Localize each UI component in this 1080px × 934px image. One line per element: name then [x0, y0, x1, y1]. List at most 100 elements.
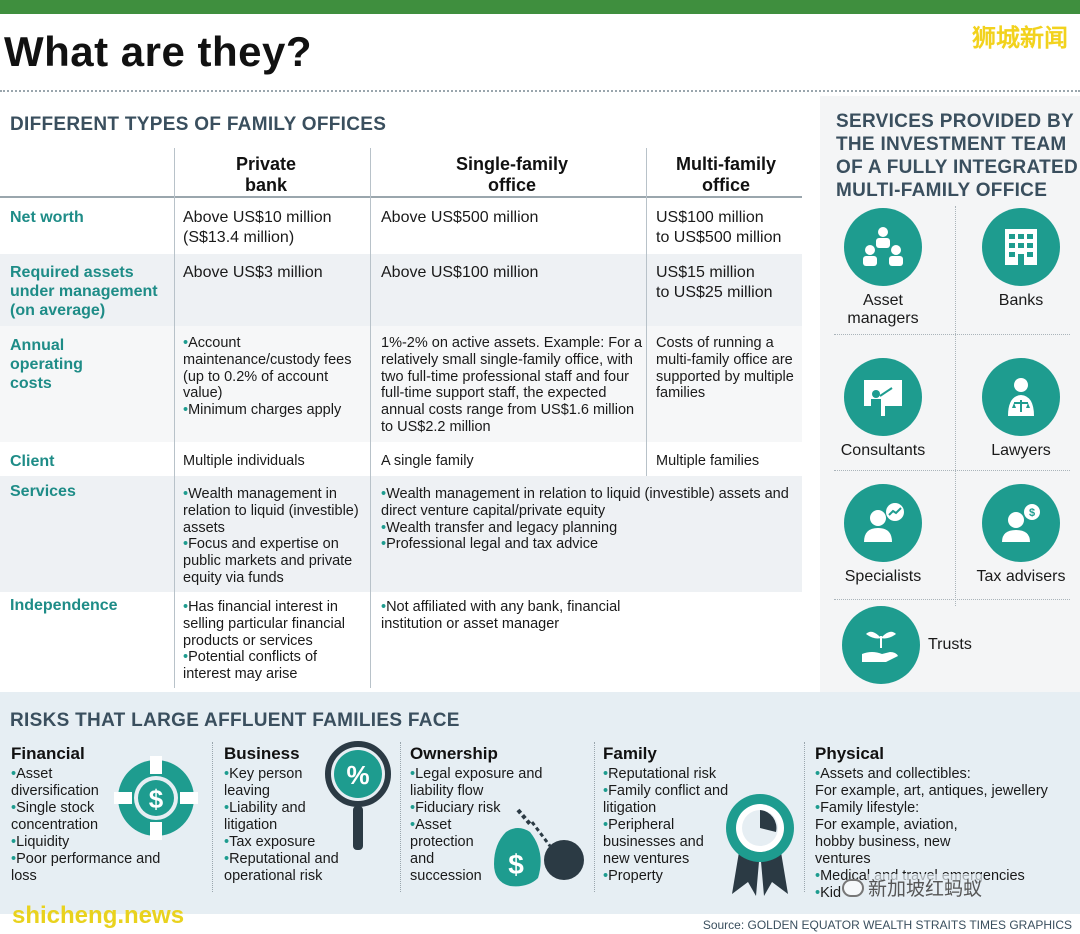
- service-label: Tax advisers: [976, 568, 1066, 585]
- row-shade: [0, 326, 802, 442]
- cell-office-services: Wealth management in relation to liquid …: [381, 486, 799, 553]
- cell-single-costs: 1%-2% on active assets. Example: For a r…: [381, 335, 643, 435]
- cell-private-services: Wealth management in relation to liquid …: [183, 486, 367, 587]
- col-header-single-family: Single-family office: [455, 154, 569, 195]
- risk-group-title: Business: [224, 744, 300, 763]
- list-item: Reputational and operational risk: [224, 851, 359, 885]
- service-label: Consultants: [840, 442, 926, 459]
- list-item: Assets and collectibles:: [815, 766, 1070, 783]
- risk-group-title: Physical: [815, 744, 884, 763]
- list-item: Professional legal and tax advice: [381, 536, 799, 553]
- cell-private-client: Multiple individuals: [183, 453, 305, 469]
- service-consultants: Consultants: [824, 358, 942, 460]
- page-title: What are they?: [4, 28, 313, 75]
- plant-hand-icon: [842, 606, 920, 684]
- cell-single-aum: Above US$100 million: [381, 264, 539, 281]
- wechat-icon: [842, 878, 864, 897]
- risk-group-family: Family Reputational risk Family conflict…: [603, 744, 803, 885]
- list-item: Legal exposure and liability flow: [410, 766, 560, 800]
- list-item: Focus and expertise on public markets an…: [183, 536, 367, 586]
- svg-text:$: $: [1029, 507, 1035, 519]
- cell-multi-net-worth: US$100 million to US$500 million: [656, 209, 782, 246]
- divider: [834, 599, 1070, 600]
- cell-private-costs: Account maintenance/custody fees (up to …: [183, 335, 367, 419]
- money-bag-ball-icon: $: [488, 802, 592, 897]
- list-item: Potential conflicts of interest may aris…: [183, 649, 367, 683]
- list-item: Family conflict and litigation: [603, 783, 743, 817]
- col-header-private-bank: Private bank: [235, 154, 297, 195]
- row-shade: [0, 254, 802, 326]
- services-title: SERVICES PROVIDED BY THE INVESTMENT TEAM…: [836, 111, 1079, 201]
- service-label: Specialists: [844, 568, 922, 585]
- svg-text:$: $: [149, 784, 164, 814]
- list-item: Kid: [815, 885, 1070, 902]
- divider: [804, 742, 805, 892]
- lifebuoy-dollar-icon: $: [108, 750, 204, 851]
- list-item: Peripheral businesses and new ventures: [603, 817, 713, 868]
- list-item: Not affiliated with any bank, financial …: [381, 599, 651, 633]
- service-specialists: Specialists: [824, 484, 942, 586]
- people-group-icon: [844, 208, 922, 286]
- risk-group-title: Financial: [11, 744, 85, 763]
- presentation-board-icon: [844, 358, 922, 436]
- list-item: Property: [603, 868, 803, 885]
- top-accent-bar: [0, 0, 1080, 14]
- risk-group-financial: Financial Asset diversification Single s…: [11, 744, 211, 885]
- row-label-aum: Required assets under management (on ave…: [10, 264, 158, 319]
- service-asset-managers: Asset managers: [824, 208, 942, 328]
- row-label-independence: Independence: [10, 597, 118, 614]
- cell-private-net-worth: Above US$10 million (S$13.4 million): [183, 209, 332, 246]
- family-office-types-table: DIFFERENT TYPES OF FAMILY OFFICES Privat…: [0, 96, 810, 692]
- service-trusts: Trusts: [824, 606, 1024, 684]
- divider: [834, 334, 1070, 335]
- col-separator: [370, 148, 371, 688]
- list-item: Liability and litigation: [224, 800, 324, 834]
- cell-private-aum: Above US$3 million: [183, 264, 323, 281]
- list-item: For example, aviation, hobby business, n…: [815, 817, 958, 867]
- risk-group-business: Business Key person leaving Liability an…: [224, 744, 394, 885]
- header-rule: [0, 196, 802, 198]
- divider: [955, 206, 956, 606]
- service-label: Asset managers: [847, 292, 919, 327]
- service-label: Banks: [998, 292, 1044, 309]
- row-label-costs: Annual operating costs: [10, 337, 83, 392]
- cell-single-client: A single family: [381, 453, 474, 469]
- award-ribbon-icon: [722, 790, 798, 905]
- row-label-services: Services: [10, 483, 76, 500]
- divider: [834, 470, 1070, 471]
- service-label: Trusts: [928, 636, 972, 653]
- svg-text:%: %: [346, 760, 369, 790]
- cell-multi-client: Multiple families: [656, 453, 760, 469]
- risk-group-ownership: Ownership Legal exposure and liability f…: [410, 744, 590, 885]
- list-item: Wealth management in relation to liquid …: [381, 486, 799, 520]
- source-credit: Source: GOLDEN EQUATOR WEALTH STRAITS TI…: [702, 918, 1072, 932]
- wechat-watermark: 新加坡红蚂蚁: [842, 874, 983, 901]
- list-item: Reputational risk: [603, 766, 803, 783]
- list-item: Minimum charges apply: [183, 402, 367, 419]
- service-banks: Banks: [962, 208, 1080, 310]
- row-label-client: Client: [10, 453, 55, 470]
- list-item: Wealth transfer and legacy planning: [381, 520, 799, 537]
- svg-text:$: $: [508, 849, 524, 880]
- list-item: Key person leaving: [224, 766, 320, 800]
- divider: [0, 90, 1080, 92]
- magnifier-percent-icon: %: [322, 738, 394, 861]
- lawyer-scales-icon: [982, 358, 1060, 436]
- list-item: Liquidity: [11, 834, 211, 851]
- list-item: Asset protection and succession: [410, 817, 492, 885]
- list-item: Fiduciary risk: [410, 800, 590, 817]
- risk-group-physical: Physical Assets and collectibles: For ex…: [815, 744, 1070, 902]
- services-panel: SERVICES PROVIDED BY THE INVESTMENT TEAM…: [820, 96, 1080, 692]
- watermark-cn-2: 新加坡红蚂蚁: [868, 874, 983, 901]
- specialist-chart-icon: [844, 484, 922, 562]
- cell-single-net-worth: Above US$500 million: [381, 209, 539, 226]
- list-item: Single stock concentration: [11, 800, 111, 834]
- cell-office-independence: Not affiliated with any bank, financial …: [381, 599, 651, 633]
- col-separator: [174, 148, 175, 688]
- service-tax-advisers: $ Tax advisers: [962, 484, 1080, 586]
- col-separator: [646, 148, 647, 476]
- divider: [594, 742, 595, 892]
- row-label-net-worth: Net worth: [10, 209, 84, 226]
- cell-multi-costs: Costs of running a multi-family office a…: [656, 335, 794, 402]
- section-title: DIFFERENT TYPES OF FAMILY OFFICES: [10, 114, 387, 135]
